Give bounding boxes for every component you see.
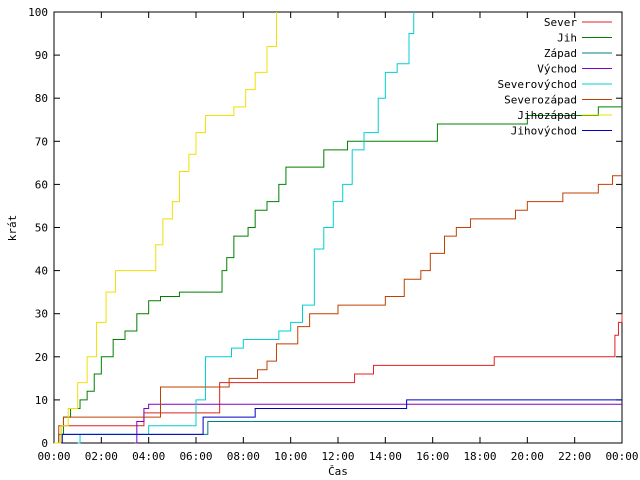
x-tick-label: 18:00 bbox=[463, 450, 496, 463]
y-tick-label: 0 bbox=[41, 437, 48, 450]
series-line-8 bbox=[61, 399, 622, 444]
x-tick-label: 20:00 bbox=[511, 450, 544, 463]
y-tick-label: 100 bbox=[28, 6, 48, 19]
y-tick-label: 10 bbox=[35, 394, 48, 407]
legend-label: Sever bbox=[544, 16, 577, 29]
series-line-3 bbox=[57, 420, 622, 444]
series-line-7 bbox=[54, 12, 277, 444]
y-tick-label: 50 bbox=[35, 222, 48, 235]
y-tick-label: 40 bbox=[35, 265, 48, 278]
x-tick-label: 14:00 bbox=[369, 450, 402, 463]
x-tick-label: 22:00 bbox=[558, 450, 591, 463]
legend-label: Jih bbox=[557, 32, 577, 45]
legend-label: Severozápad bbox=[504, 94, 577, 107]
legend-label: Západ bbox=[544, 47, 577, 60]
series-line-2 bbox=[54, 106, 622, 444]
plot-frame bbox=[53, 11, 623, 444]
series-line-6 bbox=[54, 175, 622, 444]
series-line-1 bbox=[56, 313, 623, 444]
x-tick-label: 04:00 bbox=[132, 450, 165, 463]
x-tick-label: 00:00 bbox=[605, 450, 638, 463]
y-tick-label: 30 bbox=[35, 308, 48, 321]
y-tick-label: 90 bbox=[35, 49, 48, 62]
y-tick-label: 80 bbox=[35, 92, 48, 105]
x-tick-label: 02:00 bbox=[85, 450, 118, 463]
series-line-4 bbox=[134, 403, 622, 444]
legend-label: Jihozápad bbox=[517, 109, 577, 122]
legend: Sever Jih Západ Východ Severovýchod Severozáp… bbox=[498, 16, 612, 138]
x-tick-label: 06:00 bbox=[179, 450, 212, 463]
y-tick-label: 20 bbox=[35, 351, 48, 364]
x-tick-label: 16:00 bbox=[416, 450, 449, 463]
series-lines bbox=[54, 12, 623, 444]
legend-label: Severovýchod bbox=[498, 78, 577, 91]
x-tick-label: 00:00 bbox=[37, 450, 70, 463]
x-tick-label: 10:00 bbox=[274, 450, 307, 463]
x-tick-label: 12:00 bbox=[321, 450, 354, 463]
y-tick-label: 60 bbox=[35, 178, 48, 191]
y-axis-label: krát bbox=[6, 215, 19, 242]
y-tick-label: 70 bbox=[35, 135, 48, 148]
x-axis-label: Čas bbox=[328, 465, 348, 478]
x-tick-label: 08:00 bbox=[227, 450, 260, 463]
series-line-5 bbox=[77, 12, 415, 444]
legend-label: Jihovýchod bbox=[511, 125, 577, 138]
legend-label: Východ bbox=[537, 63, 577, 76]
y-axis-ticks: 0 10 20 30 40 50 60 70 80 90 100 bbox=[28, 6, 622, 450]
x-axis-ticks: 00:00 02:00 04:00 06:00 08:00 10:00 12:00 14:00… bbox=[37, 12, 639, 463]
